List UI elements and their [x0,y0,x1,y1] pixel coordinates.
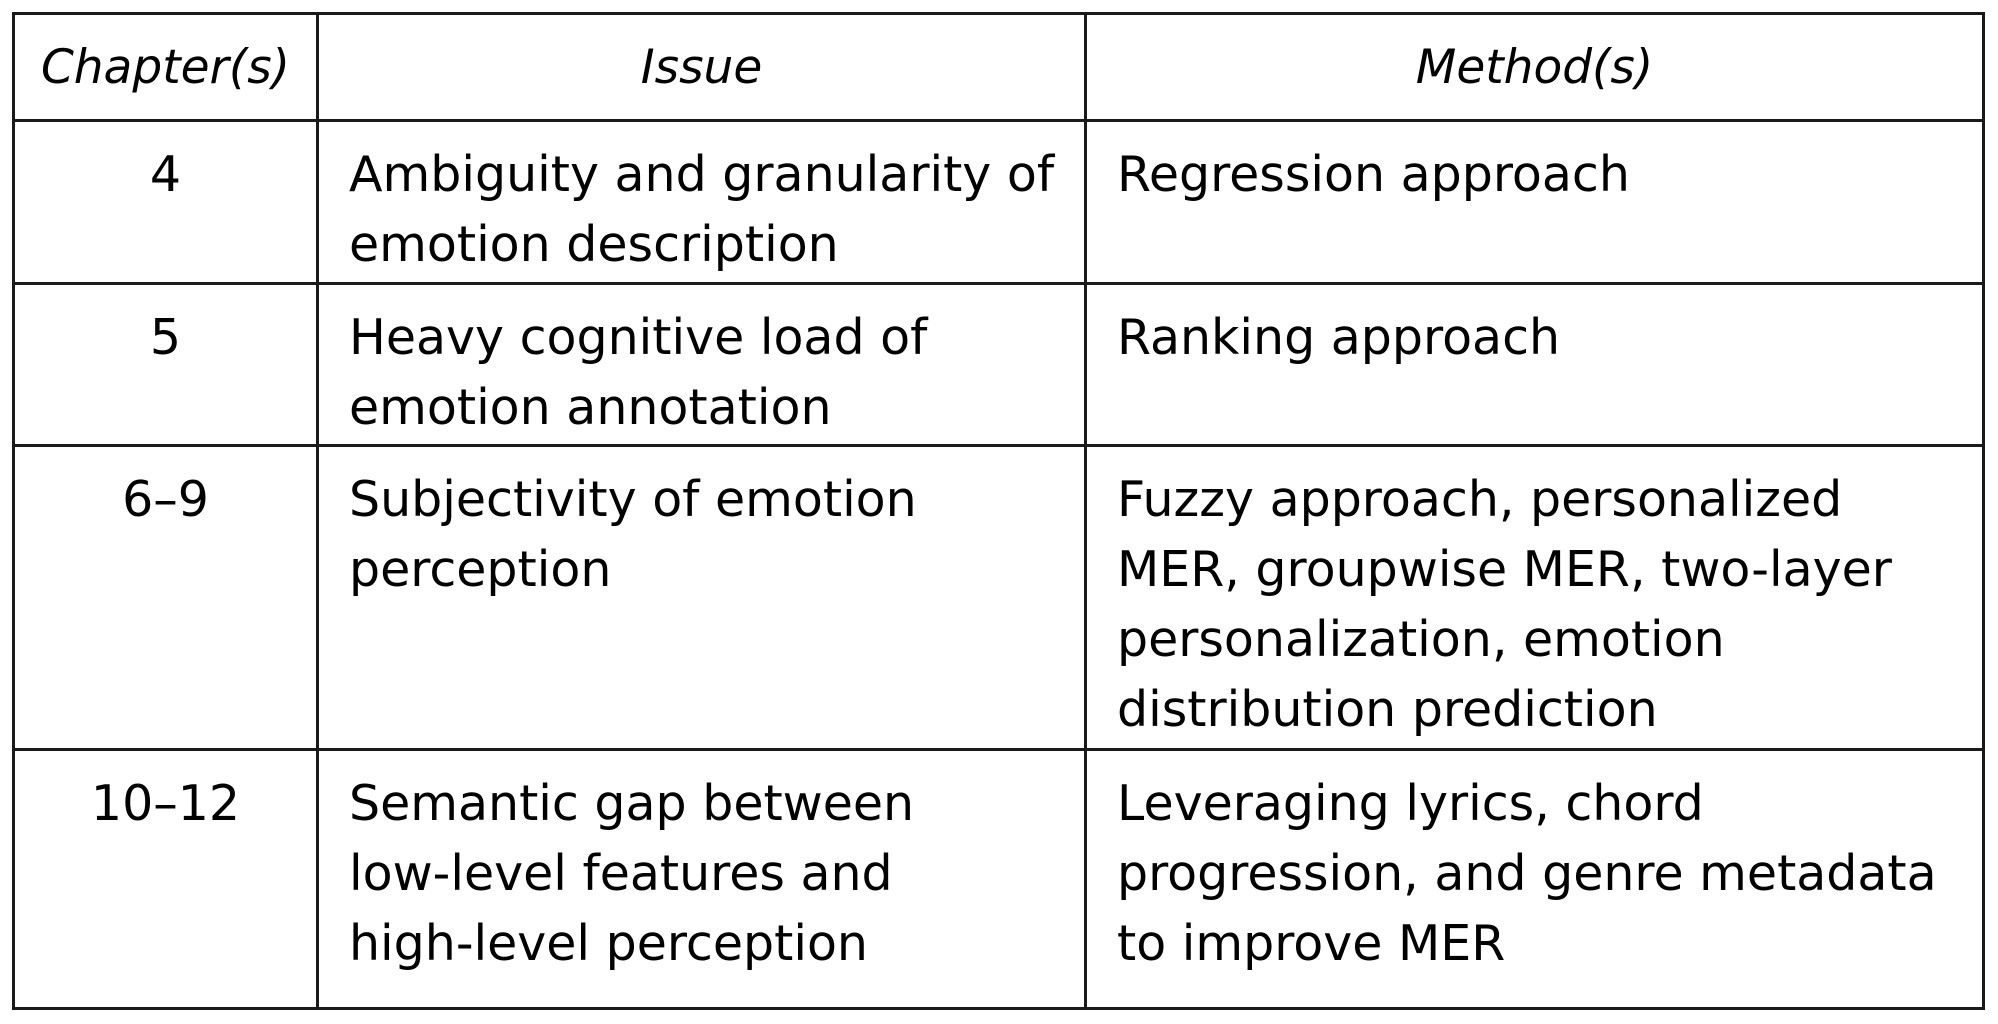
method-line: Regression approach [1117,146,1630,203]
method-line: to improve MER [1117,915,1506,973]
method-cell: Ranking approach [1084,281,1985,448]
chapter-cell: 6–9 [12,444,319,752]
method-line: Ranking approach [1117,308,1561,366]
method-cell: Leveraging lyrics, chord progression, an… [1084,748,1985,1010]
issue-line: high-level perception [349,915,868,973]
header-chapters: Chapter(s) [12,12,319,122]
table-row: 10–12 Semantic gap between low-level fea… [12,748,1985,1010]
chapter-cell: 10–12 [12,748,319,1010]
issues-methods-table: Chapter(s) Issue Method(s) 4 Ambiguity a… [12,12,1985,1010]
method-line: Fuzzy approach, personalized [1117,471,1843,529]
issue-line: Subjectivity of emotion [349,471,917,529]
method-line: MER, groupwise MER, two-layer [1117,541,1892,599]
method-line: distribution prediction [1117,681,1658,739]
issue-cell: Ambiguity and granularity of emotion des… [316,119,1087,285]
method-line: Leveraging lyrics, chord [1117,775,1704,833]
issue-cell: Subjectivity of emotion perception [316,444,1087,752]
header-issue: Issue [316,12,1087,122]
issue-line: Heavy cognitive load of [349,308,928,366]
issue-line: perception [349,541,612,599]
header-methods: Method(s) [1084,12,1985,122]
method-cell: Fuzzy approach, personalized MER, groupw… [1084,444,1985,752]
issue-line: low-level features and [349,845,893,903]
issue-cell: Semantic gap between low-level features … [316,748,1087,1010]
method-line: personalization, emotion [1117,611,1725,669]
method-cell: Regression approach [1084,119,1985,285]
method-line: progression, and genre metadata [1117,845,1937,903]
issue-line: emotion annotation [349,378,832,436]
table-row: 6–9 Subjectivity of emotion perception F… [12,444,1985,752]
table-header-row: Chapter(s) Issue Method(s) [12,12,1985,122]
issue-line: Ambiguity and granularity of [349,146,1055,203]
issue-line: Semantic gap between [349,775,915,833]
chapter-cell: 4 [12,119,319,285]
table-row: 5 Heavy cognitive load of emotion annota… [12,281,1985,448]
table-row: 4 Ambiguity and granularity of emotion d… [12,119,1985,285]
issue-line: emotion description [349,216,839,273]
issue-cell: Heavy cognitive load of emotion annotati… [316,281,1087,448]
chapter-cell: 5 [12,281,319,448]
